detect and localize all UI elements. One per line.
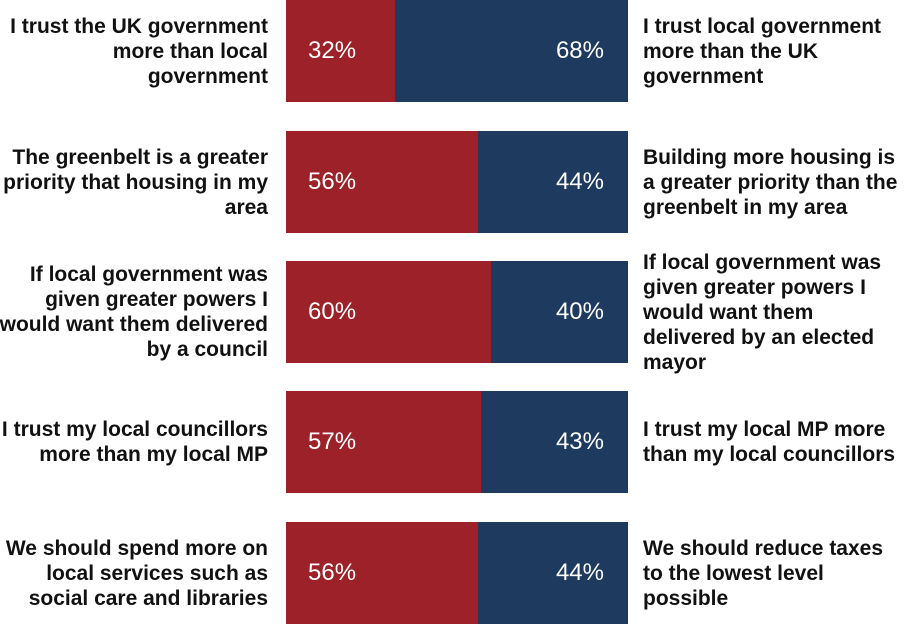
stacked-bar: 32% 68% [286, 0, 628, 102]
right-value-label: 68% [555, 37, 604, 64]
left-statement-label: If local government was given greater po… [0, 263, 268, 361]
stacked-bar: 56% 44% [286, 522, 628, 624]
right-value-label: 40% [555, 298, 604, 325]
stacked-bar: 60% 40% [286, 261, 628, 363]
bar-segment-left [286, 391, 481, 493]
bar-segment-right [491, 261, 628, 363]
left-value-label: 57% [308, 428, 357, 455]
chart-row: We should spend more on local services s… [0, 522, 911, 624]
stacked-bar: 57% 43% [286, 391, 628, 493]
left-statement-label: We should spend more on local services s… [5, 536, 268, 610]
bar-segment-right [395, 0, 628, 102]
bar-segment-left [286, 261, 491, 363]
right-value-label: 44% [555, 559, 604, 586]
left-value-label: 32% [308, 37, 357, 64]
bar-segment-right [481, 391, 628, 493]
bar-segment-left [286, 0, 395, 102]
left-statement-label: I trust my local councillors more than m… [1, 418, 268, 466]
left-value-label: 56% [308, 559, 357, 586]
left-statement-label: I trust the UK government more than loca… [10, 14, 268, 88]
right-statement-label: We should reduce taxes to the lowest lev… [643, 536, 884, 610]
chart-row: I trust my local councillors more than m… [0, 391, 911, 493]
right-value-label: 43% [555, 428, 604, 455]
left-statement-label: The greenbelt is a greater priority that… [3, 145, 268, 219]
chart-row: I trust the UK government more than loca… [0, 0, 911, 102]
chart-row: If local government was given greater po… [0, 250, 911, 374]
right-statement-label: Building more housing is a greater prior… [643, 145, 898, 219]
bar-segment-right [478, 131, 628, 233]
right-statement-label: I trust local government more than the U… [643, 14, 882, 88]
bar-segment-left [286, 131, 478, 233]
right-statement-label: I trust my local MP more than my local c… [643, 418, 896, 466]
stacked-bar: 56% 44% [286, 131, 628, 233]
left-value-label: 56% [308, 168, 357, 195]
right-value-label: 44% [555, 168, 604, 195]
right-statement-label: If local government was given greater po… [643, 250, 882, 374]
left-value-label: 60% [308, 298, 357, 325]
chart-row: The greenbelt is a greater priority that… [0, 131, 911, 233]
bar-segment-right [478, 522, 628, 624]
